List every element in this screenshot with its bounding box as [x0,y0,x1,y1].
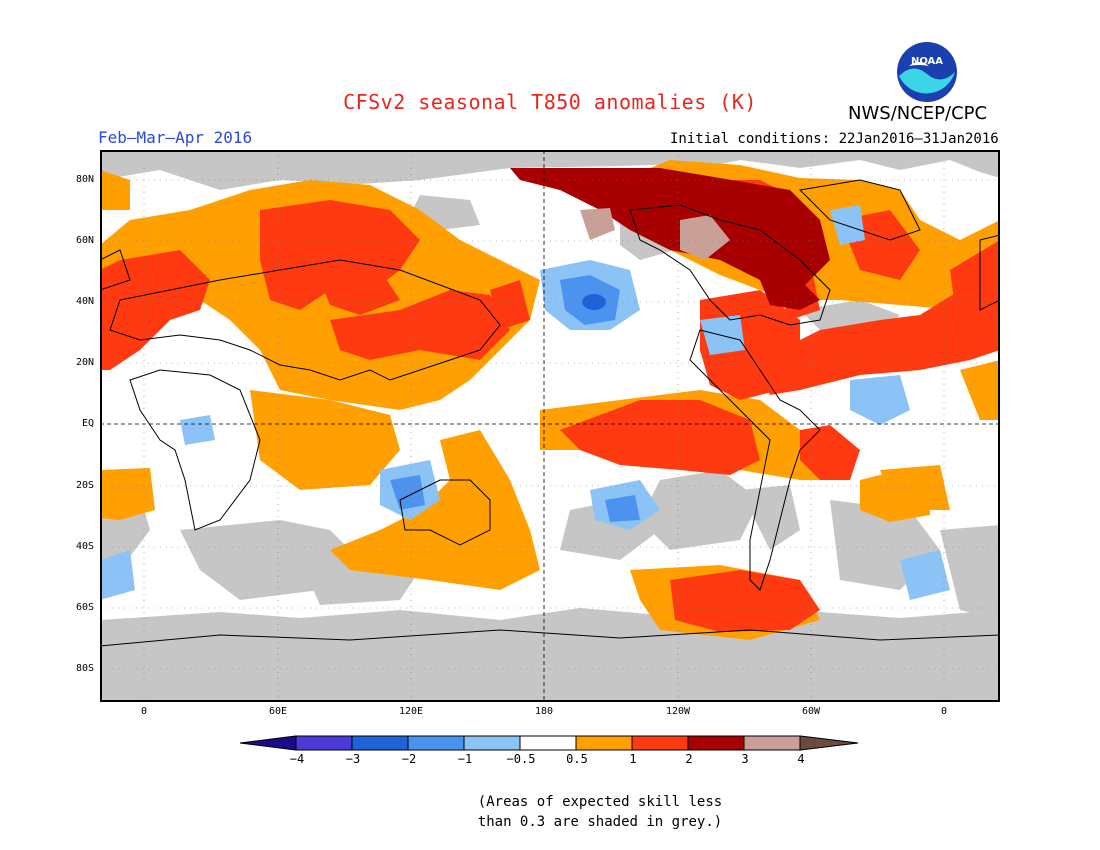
colorbar-tick: −1 [457,752,473,766]
lon-label: 180 [534,706,554,717]
lon-label: 60E [268,706,288,717]
lat-label: 80N [75,174,94,185]
agency-label: NWS/NCEP/CPC [848,103,988,124]
map-title: CFSv2 seasonal T850 anomalies (K) [343,90,757,114]
skill-note-line2: than 0.3 are shaded in grey.) [477,814,723,830]
colorbar-segment [407,735,465,751]
colorbar-arrow-high [799,735,859,751]
anomaly-3-4 [580,208,730,260]
lat-label: 60N [75,235,94,246]
colorbar-tick: −4 [289,752,305,766]
colorbar-tick: 1 [629,752,637,766]
colorbar-segment [575,735,633,751]
lat-label: 80S [75,663,94,674]
lon-label: 60W [801,706,821,717]
color-bar [239,735,859,751]
colorbar-segment [687,735,745,751]
lon-label: 120W [665,706,691,717]
colorbar-segment [463,735,521,751]
anomaly-2-3 [510,168,830,310]
lat-label: 40N [75,296,94,307]
colorbar-tick: −2 [401,752,417,766]
lat-label: 20S [75,480,94,491]
colorbar-tick: 0.5 [566,752,588,766]
lat-label: 60S [75,602,94,613]
svg-text:NOAA: NOAA [911,56,943,67]
colorbar-segment [519,735,577,751]
anomaly-neg2-neg3 [582,294,606,310]
colorbar-tick: 4 [797,752,805,766]
skill-note-line1: (Areas of expected skill less [477,794,723,810]
skill-note: (Areas of expected skill less than 0.3 a… [420,792,780,832]
colorbar-tick: −0.5 [506,752,536,766]
lon-label: 120E [398,706,424,717]
colorbar-arrow-low [239,735,297,751]
colorbar-tick: 3 [741,752,749,766]
coastlines [100,179,1000,647]
graticule [100,150,1000,702]
initial-conditions-label: Initial conditions: 22Jan2016–31Jan2016 [670,131,999,147]
season-label: Feb–Mar–Apr 2016 [98,128,253,147]
equator-dateline [100,150,1000,702]
lon-label: 0 [140,706,148,717]
colorbar-segment [295,735,353,751]
lon-label: 0 [940,706,948,717]
colorbar-segment [631,735,689,751]
lat-label: 20N [75,357,94,368]
colorbar-tick: −3 [345,752,361,766]
noaa-logo: NOAA [897,42,957,102]
colorbar-segment [743,735,801,751]
lat-label: 40S [75,541,94,552]
colorbar-tick: 2 [685,752,693,766]
anomaly-map [100,150,1000,702]
lat-label: EQ [81,418,94,429]
colorbar-segment [351,735,409,751]
